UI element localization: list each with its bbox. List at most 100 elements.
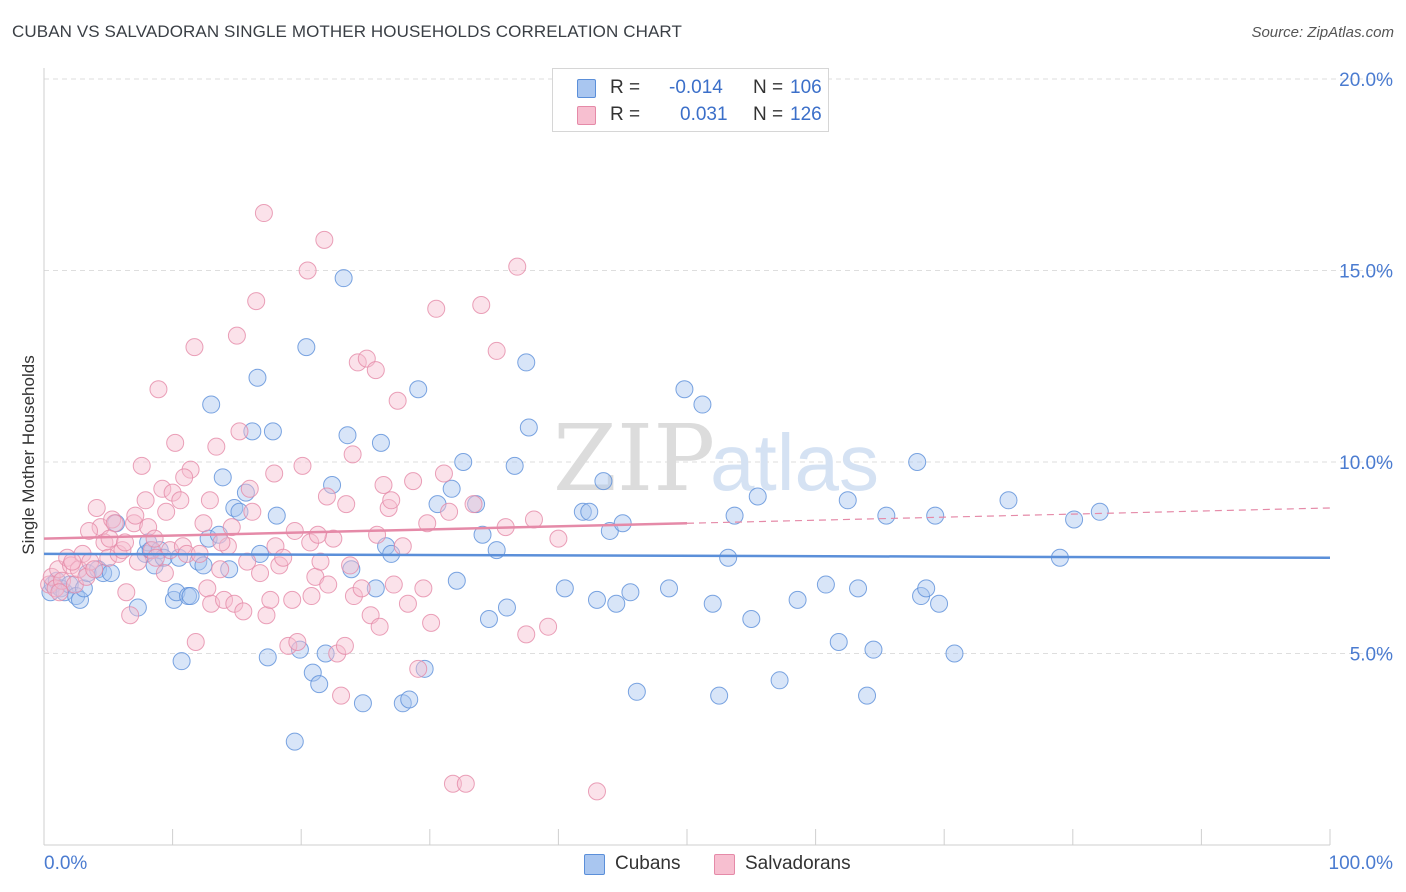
salvadoran-point: [472, 295, 491, 314]
salvadoran-point: [77, 567, 96, 586]
salvadoran-point: [332, 686, 351, 705]
salvadoran-point: [211, 560, 230, 579]
r-value: 0.031: [680, 104, 728, 125]
salvadoran-point: [265, 464, 284, 483]
r-value: -0.014: [669, 77, 723, 98]
cuban-point: [303, 663, 322, 682]
salvadoran-point: [163, 483, 182, 502]
salvadoran-point: [247, 292, 266, 311]
cuban-point: [926, 506, 945, 525]
cuban-point: [454, 453, 473, 471]
cuban-point: [627, 682, 646, 701]
salvadoran-point: [404, 472, 423, 491]
salvadoran-point: [440, 502, 459, 521]
cuban-point: [710, 686, 729, 705]
salvadoran-point: [549, 529, 568, 548]
salvadoran-point: [368, 525, 387, 544]
cuban-point: [479, 610, 498, 629]
salvadoran-point: [212, 533, 231, 552]
cuban-point: [442, 479, 461, 498]
salvadoran-point: [388, 391, 407, 410]
salvadoran-point: [587, 782, 606, 801]
salvadoran-point: [153, 479, 172, 498]
salvadoran-point: [254, 204, 273, 223]
n-value: 106: [790, 77, 822, 98]
cuban-point: [181, 587, 200, 606]
y-tick-label: 5.0%: [1350, 645, 1393, 666]
cuban-point: [371, 433, 390, 452]
salvadoran-point: [456, 774, 475, 793]
x-tick-label-max: 100.0%: [1329, 853, 1394, 874]
salvadoran-point: [508, 257, 527, 276]
cuban-point: [594, 472, 613, 491]
n-label: N =: [753, 77, 784, 98]
salvadoran-point: [319, 575, 338, 594]
salvadoran-point: [80, 521, 99, 540]
salvadoran-point: [121, 606, 140, 625]
salvadoran-point: [370, 617, 389, 636]
salvadoran-point: [198, 579, 217, 598]
salvadoran-point: [398, 594, 417, 613]
salvadoran-trend-line: [43, 522, 688, 540]
salvadoran-point: [63, 552, 82, 571]
cuban-point: [310, 675, 329, 694]
salvadoran-point: [117, 583, 136, 602]
cuban-point: [243, 422, 262, 441]
salvadoran-point: [328, 644, 347, 663]
cuban-point: [128, 598, 147, 617]
cuban-point: [285, 732, 304, 751]
salvadoran-point: [418, 514, 437, 533]
salvadoran-point: [374, 475, 393, 494]
cuban-point: [505, 456, 524, 475]
salvadoran-point: [422, 613, 441, 632]
salvadoran-point: [302, 587, 321, 606]
cuban-point: [573, 502, 592, 521]
salvadoran-point: [251, 564, 270, 583]
cuban-point: [194, 556, 213, 575]
salvadoran-point: [257, 606, 276, 625]
salvadoran-point: [324, 529, 343, 548]
trend-lines: [43, 507, 1331, 559]
salvadoran-point: [352, 579, 371, 598]
watermark-zip: ZIP: [553, 405, 715, 512]
salvadoran-point: [207, 437, 226, 456]
salvadoran-point: [116, 533, 135, 552]
cuban-point: [338, 426, 357, 445]
salvadoran-point: [279, 636, 298, 655]
cuban-point: [917, 579, 936, 598]
salvadoran-point: [315, 230, 334, 249]
y-tick-label: 20.0%: [1339, 70, 1393, 91]
salvadoran-point: [384, 575, 403, 594]
cuban-point: [719, 548, 738, 567]
salvadoran-point: [225, 594, 244, 613]
n-value: 126: [790, 104, 822, 125]
cuban-point: [1090, 502, 1109, 521]
cuban-point: [788, 590, 807, 609]
cuban-point: [172, 652, 191, 671]
salvadoran-point: [136, 491, 155, 510]
cuban-trend-line: [43, 552, 1331, 559]
cuban-point: [838, 491, 857, 510]
cuban-point: [816, 575, 835, 594]
salvadoran-point: [337, 495, 356, 514]
cuban-point: [1065, 510, 1084, 529]
salvadoran-point: [181, 460, 200, 479]
cuban-point: [621, 583, 640, 602]
salvadoran-point: [274, 548, 293, 567]
cuban-point: [334, 269, 353, 288]
salvadoran-point: [166, 433, 185, 452]
salvadoran-point: [283, 590, 302, 609]
salvadoran-point: [443, 774, 462, 793]
stats-legend-box: R = -0.014 N = 106 R = 0.031 N = 126: [552, 68, 829, 132]
x-tick-label-min: 0.0%: [44, 853, 87, 874]
cuban-point: [517, 353, 536, 372]
salvadoran-point: [517, 625, 536, 644]
salvadoran-point: [194, 514, 213, 533]
salvadoran-point: [464, 495, 483, 514]
salvadoran-point: [414, 579, 433, 598]
cuban-point: [202, 395, 221, 414]
cuban-point: [519, 418, 538, 437]
salvadoran-point: [487, 341, 506, 360]
salvadoran-point: [238, 552, 257, 571]
